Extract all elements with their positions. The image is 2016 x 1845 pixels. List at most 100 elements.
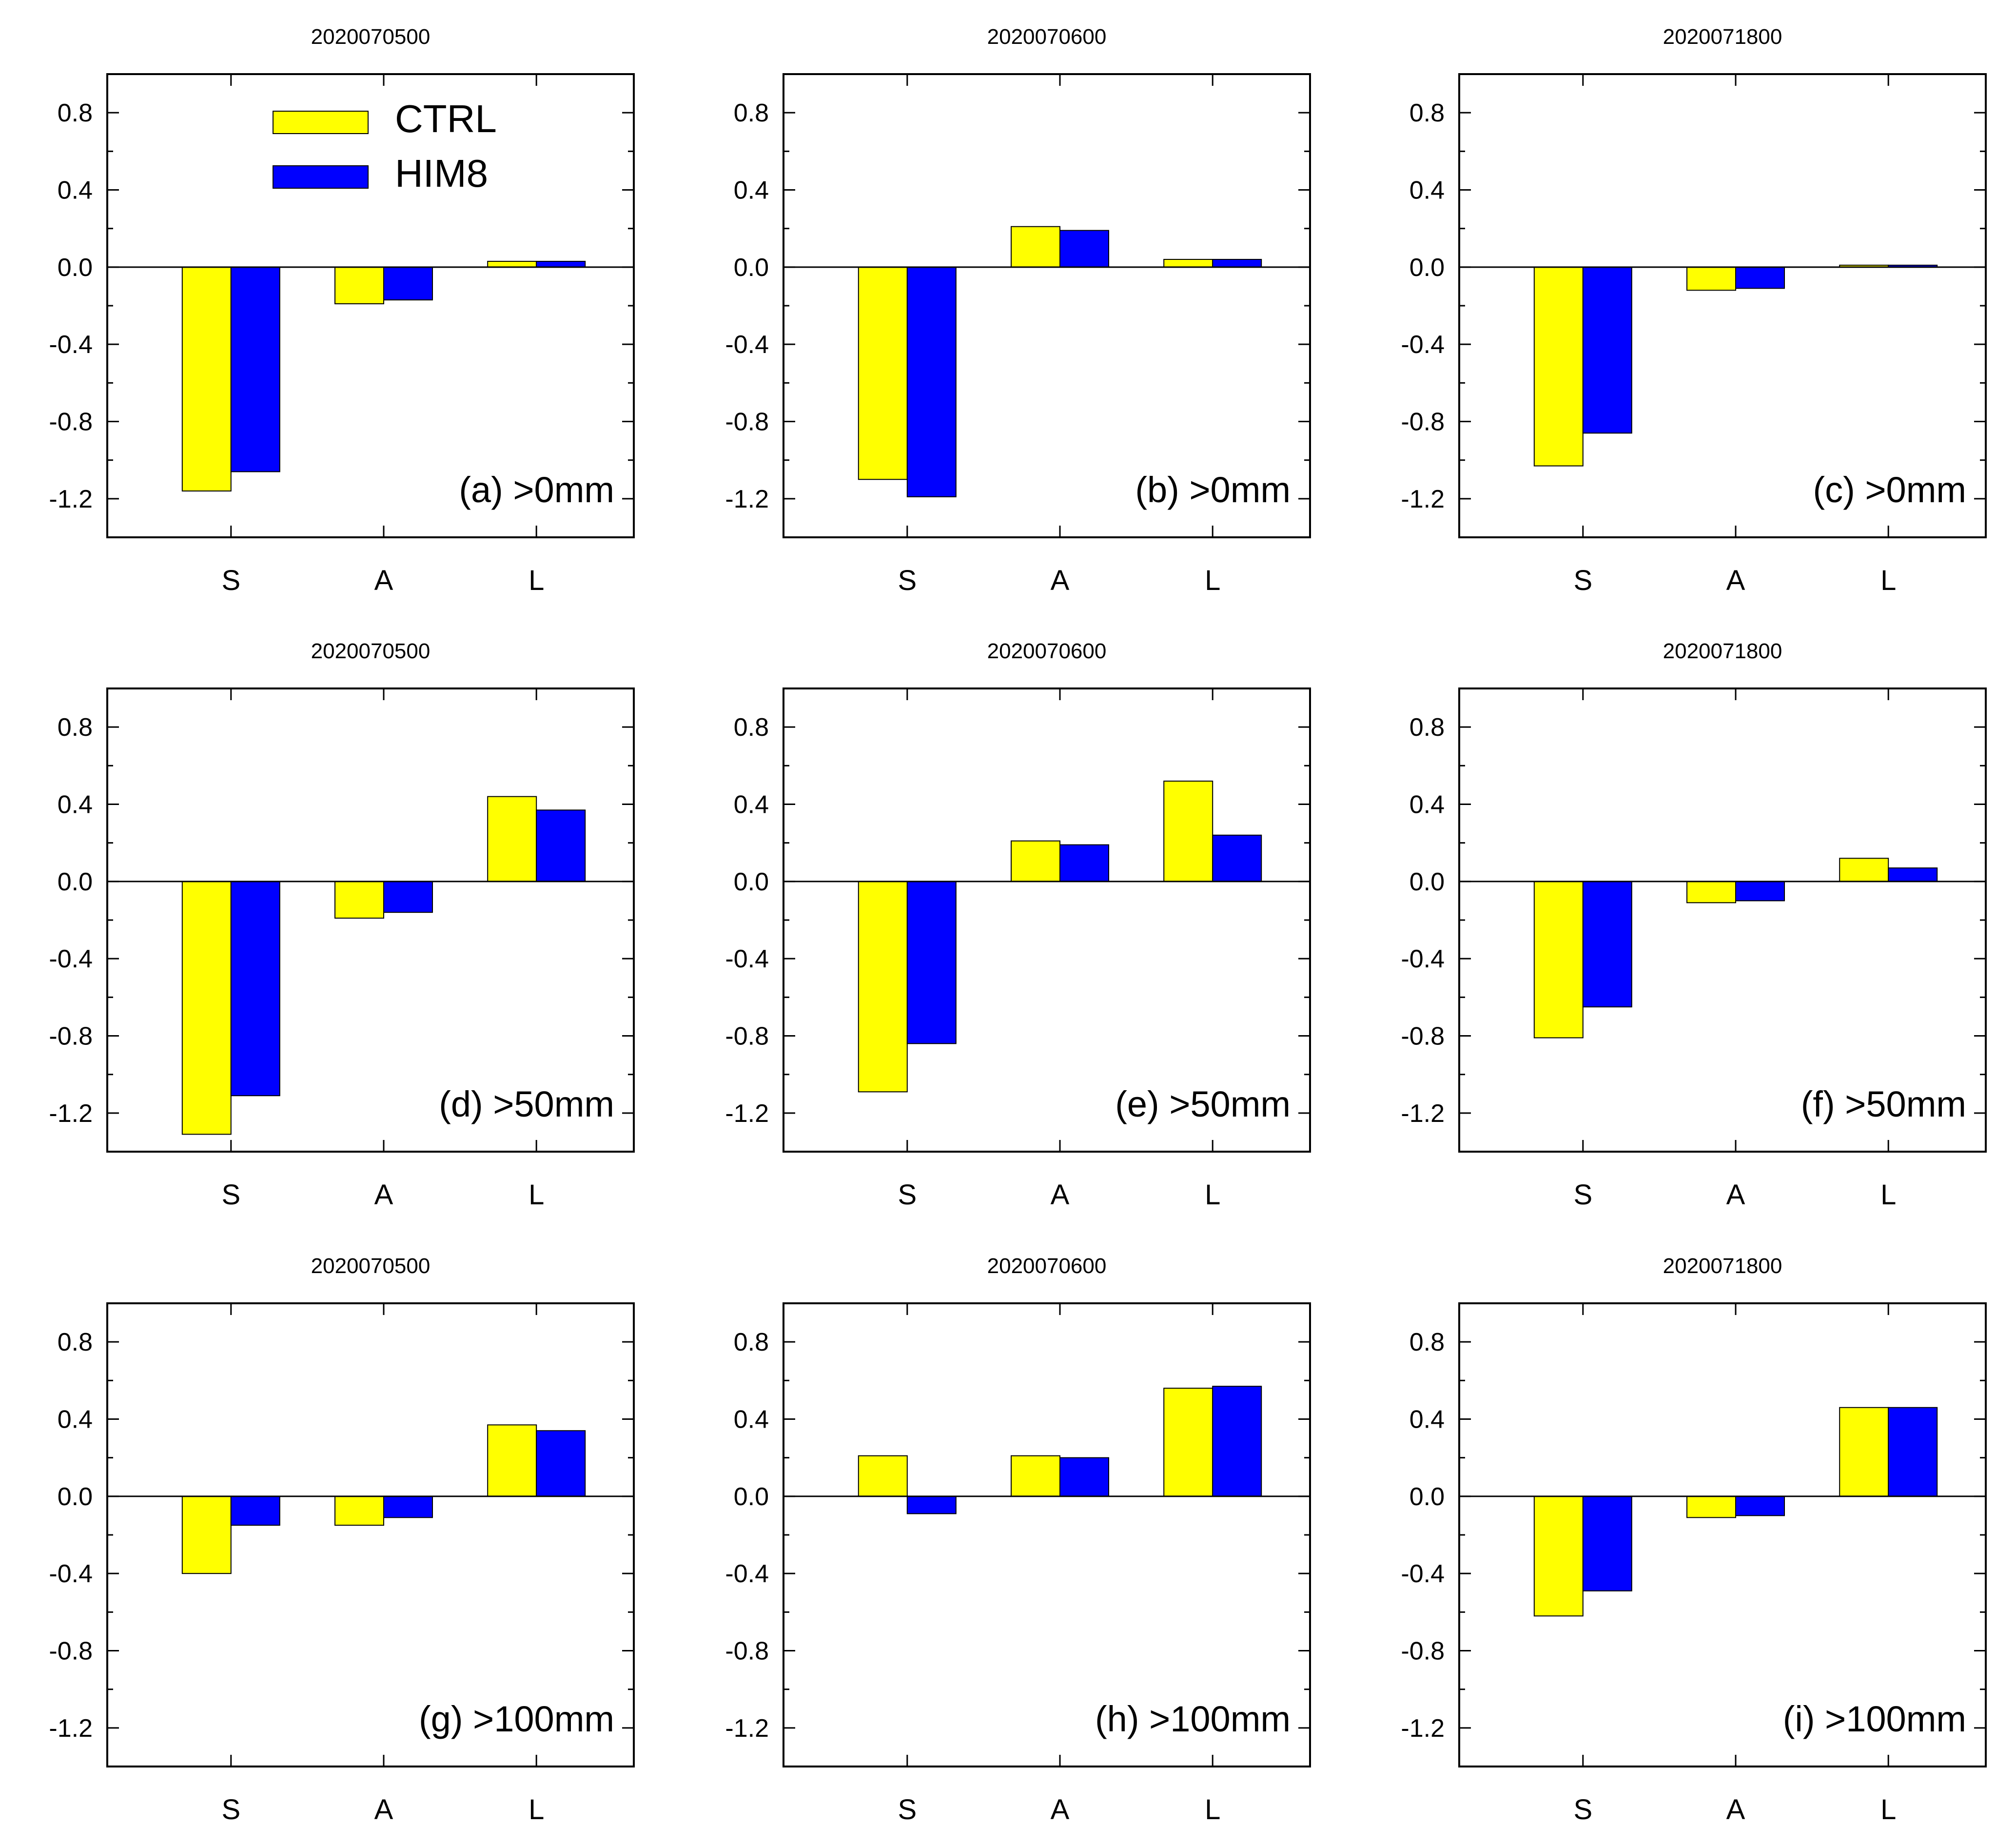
x-tick-label: A bbox=[374, 1179, 393, 1211]
x-tick-label: A bbox=[1051, 1794, 1070, 1825]
bar-ctrl-a bbox=[334, 1495, 384, 1526]
bar-him8-a bbox=[1735, 1495, 1785, 1516]
y-tick-label: 0.8 bbox=[58, 713, 93, 742]
bar-ctrl-a bbox=[1011, 1455, 1060, 1497]
x-tick-label: A bbox=[1726, 1179, 1745, 1211]
bar-him8-s bbox=[230, 881, 280, 1097]
panel-title: 2020070500 bbox=[311, 1254, 431, 1278]
panel-label: (e) >50mm bbox=[1115, 1084, 1291, 1124]
y-tick-label: -0.8 bbox=[49, 408, 93, 436]
y-tick-label: 0.0 bbox=[1409, 1483, 1445, 1511]
legend: CTRL HIM8 bbox=[273, 97, 497, 195]
panel-title: 2020070500 bbox=[311, 639, 431, 663]
x-tick-label: S bbox=[221, 1179, 240, 1211]
y-tick-label: -0.4 bbox=[725, 945, 769, 973]
panel-label: (h) >100mm bbox=[1095, 1699, 1291, 1739]
y-tick-label: -0.8 bbox=[725, 1637, 769, 1666]
y-tick-label: -1.2 bbox=[49, 1714, 93, 1743]
x-tick-label: A bbox=[1726, 565, 1745, 596]
bar-him8-l bbox=[1888, 867, 1938, 882]
bar-ctrl-a bbox=[1011, 226, 1060, 268]
y-tick-label: 0.8 bbox=[734, 713, 769, 742]
y-tick-label: -0.4 bbox=[1401, 331, 1445, 359]
x-tick-label: L bbox=[1880, 1179, 1896, 1211]
y-tick-label: -1.2 bbox=[1401, 1099, 1445, 1128]
chart-panel-d: 2020070500 0.8 0.4 0.0 -0.4 -0.8 -1.2 S A L (d) >5… bbox=[49, 639, 635, 1211]
panel-label: (d) >50mm bbox=[439, 1084, 614, 1124]
x-tick-label: L bbox=[1205, 565, 1220, 596]
bar-ctrl-l bbox=[1839, 858, 1889, 882]
panel-title: 2020070600 bbox=[987, 25, 1107, 49]
panel-label: (g) >100mm bbox=[419, 1699, 614, 1739]
y-tick-label: -0.4 bbox=[725, 1560, 769, 1588]
y-tick-label: -1.2 bbox=[49, 485, 93, 513]
y-tick-label: 0.0 bbox=[734, 1483, 769, 1511]
y-tick-label: 0.8 bbox=[58, 99, 93, 127]
bar-him8-s bbox=[906, 1495, 957, 1514]
y-tick-label: 0.8 bbox=[734, 1328, 769, 1356]
bar-ctrl-l bbox=[1839, 1407, 1889, 1497]
bar-ctrl-s bbox=[181, 881, 232, 1135]
bar-ctrl-s bbox=[858, 266, 908, 480]
legend-label-ctrl: CTRL bbox=[395, 97, 497, 140]
legend-swatch-him8 bbox=[273, 165, 369, 189]
bar-him8-a bbox=[383, 266, 433, 301]
bar-him8-s bbox=[1582, 266, 1632, 434]
y-tick-label: -0.8 bbox=[725, 408, 769, 436]
bar-him8-a bbox=[1059, 230, 1109, 268]
bar-ctrl-a bbox=[334, 266, 384, 305]
bar-ctrl-s bbox=[1533, 1495, 1584, 1617]
legend-label-him8: HIM8 bbox=[395, 152, 488, 195]
x-tick-label: L bbox=[1205, 1179, 1220, 1211]
y-tick-label: -1.2 bbox=[725, 485, 769, 513]
bar-him8-l bbox=[536, 809, 586, 882]
bar-ctrl-l bbox=[487, 1424, 537, 1497]
bar-ctrl-s bbox=[858, 1455, 908, 1497]
bar-him8-a bbox=[383, 1495, 433, 1518]
panel-title: 2020071800 bbox=[1663, 639, 1782, 663]
chart-panel-b: 2020070600 0.8 0.4 0.0 -0.4 -0.8 -1.2 S A L (b) >0… bbox=[725, 25, 1311, 596]
bar-ctrl-a bbox=[1686, 266, 1736, 291]
bar-ctrl-a bbox=[1686, 1495, 1736, 1518]
y-tick-label: 0.0 bbox=[734, 254, 769, 282]
bar-ctrl-s bbox=[181, 1495, 232, 1574]
y-tick-label: 0.0 bbox=[734, 868, 769, 896]
x-tick-label: L bbox=[528, 565, 544, 596]
x-tick-label: L bbox=[1880, 565, 1896, 596]
y-tick-label: 0.0 bbox=[58, 868, 93, 896]
bar-ctrl-s bbox=[181, 266, 232, 491]
y-tick-label: 0.0 bbox=[1409, 254, 1445, 282]
bar-him8-l bbox=[1212, 1386, 1262, 1497]
y-tick-label: -0.8 bbox=[1401, 1022, 1445, 1051]
x-tick-label: A bbox=[374, 565, 393, 596]
y-tick-label: 0.4 bbox=[734, 1406, 769, 1434]
bar-him8-s bbox=[906, 881, 957, 1044]
bar-him8-s bbox=[1582, 1495, 1632, 1591]
y-tick-label: 0.4 bbox=[1409, 177, 1445, 205]
panel-label: (c) >0mm bbox=[1813, 470, 1967, 510]
chart-panel-e: 2020070600 0.8 0.4 0.0 -0.4 -0.8 -1.2 S A L (e) >5… bbox=[725, 639, 1311, 1211]
bar-ctrl-l bbox=[487, 260, 537, 268]
bar-him8-a bbox=[1059, 844, 1109, 882]
y-tick-label: 0.8 bbox=[734, 99, 769, 127]
x-tick-label: S bbox=[898, 565, 917, 596]
y-tick-label: -0.8 bbox=[49, 1022, 93, 1051]
panel-label: (b) >0mm bbox=[1135, 470, 1291, 510]
panel-title: 2020070500 bbox=[311, 25, 431, 49]
panel-title: 2020071800 bbox=[1663, 1254, 1782, 1278]
y-tick-label: -0.4 bbox=[1401, 1560, 1445, 1588]
y-tick-label: -0.8 bbox=[725, 1022, 769, 1051]
bar-him8-l bbox=[1888, 1407, 1938, 1497]
y-tick-label: 0.0 bbox=[58, 1483, 93, 1511]
chart-panel-a: 2020070500 0.8 0.4 0.0 -0.4 -0.8 -1.2 S A L (a) >0… bbox=[49, 25, 635, 596]
bar-ctrl-l bbox=[1163, 259, 1214, 268]
y-tick-label: -0.4 bbox=[1401, 945, 1445, 973]
x-tick-label: A bbox=[1051, 1179, 1070, 1211]
x-tick-label: A bbox=[374, 1794, 393, 1825]
x-tick-label: L bbox=[528, 1179, 544, 1211]
bar-him8-a bbox=[1735, 881, 1785, 902]
x-tick-label: S bbox=[1573, 1794, 1592, 1825]
legend-swatch-ctrl bbox=[273, 111, 369, 134]
y-tick-label: 0.8 bbox=[1409, 713, 1445, 742]
chart-panel-g: 2020070500 0.8 0.4 0.0 -0.4 -0.8 -1.2 S A L (g) >1… bbox=[49, 1254, 635, 1825]
